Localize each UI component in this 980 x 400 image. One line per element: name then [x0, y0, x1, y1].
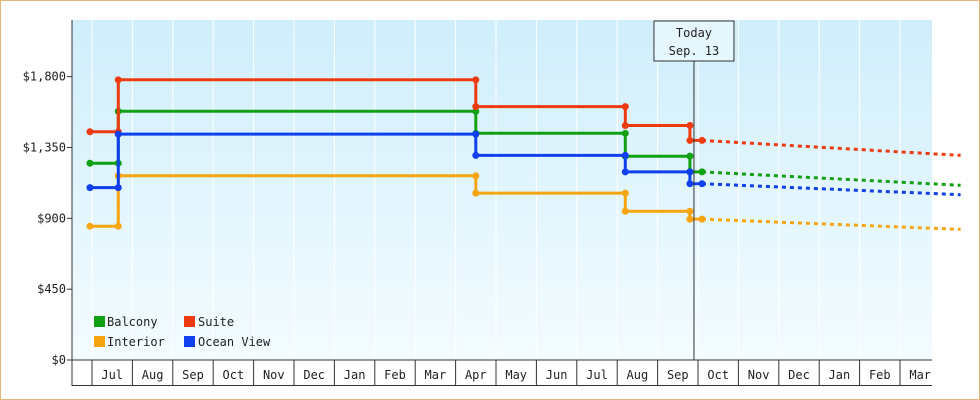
forecast-line: [701, 138, 961, 157]
data-point: [114, 130, 122, 138]
data-point: [621, 168, 629, 176]
data-point: [621, 189, 629, 197]
x-tick-label: Mar: [909, 368, 931, 382]
data-point: [621, 121, 629, 129]
data-point: [86, 128, 94, 136]
series-layer: [86, 76, 961, 231]
today-callout-box: [653, 20, 735, 62]
x-tick-label: Sep: [182, 368, 204, 382]
data-point: [114, 184, 122, 192]
series-interior: [86, 172, 961, 231]
x-tick-label: Jan: [344, 368, 366, 382]
x-tick-label: Jul: [101, 368, 123, 382]
legend-swatch-ocean-view: [184, 336, 195, 347]
data-point: [621, 129, 629, 137]
data-point: [114, 76, 122, 84]
data-point: [472, 103, 480, 111]
data-point: [472, 151, 480, 159]
y-axis-ticks: $0 $450 $900 $1,350 $1,800: [23, 70, 72, 367]
forecast-line: [701, 217, 961, 231]
vertical-gridlines: [91, 20, 901, 360]
x-tick-label: Jun: [546, 368, 568, 382]
x-tick-label: Dec: [788, 368, 810, 382]
forecast-line: [701, 170, 961, 187]
data-point: [472, 76, 480, 84]
data-point: [621, 207, 629, 215]
x-tick-label: Oct: [707, 368, 729, 382]
legend-swatch-balcony: [94, 316, 105, 327]
y-tick-label: $450: [37, 282, 66, 296]
x-tick-label: Jul: [586, 368, 608, 382]
data-point: [472, 130, 480, 138]
x-tick-label: Apr: [465, 368, 487, 382]
x-tick-label: May: [505, 368, 527, 382]
x-tick-label: Feb: [869, 368, 891, 382]
x-tick-label: Jan: [829, 368, 851, 382]
legend-swatch-suite: [184, 316, 195, 327]
x-tick-label: Nov: [263, 368, 285, 382]
data-point: [686, 180, 694, 188]
data-point: [686, 168, 694, 176]
today-callout-date: Sep. 13: [669, 44, 720, 58]
y-tick-label: $0: [52, 353, 66, 367]
legend-label-ocean-view: Ocean View: [198, 335, 271, 349]
y-tick-label: $1,800: [23, 70, 66, 84]
data-point: [686, 215, 694, 223]
y-tick-label: $900: [37, 211, 66, 225]
data-point: [621, 151, 629, 159]
series-suite: [86, 76, 961, 157]
data-point: [686, 152, 694, 160]
x-tick-label: Oct: [223, 368, 245, 382]
x-tick-label: Aug: [627, 368, 649, 382]
data-point: [86, 159, 94, 167]
plot-background: [72, 20, 932, 360]
series-line: [90, 78, 702, 142]
data-point: [86, 222, 94, 230]
data-point: [621, 103, 629, 111]
today-callout-label: Today: [676, 26, 712, 40]
series-line: [90, 132, 702, 190]
x-tick-label: Feb: [384, 368, 406, 382]
series-line: [90, 174, 702, 228]
data-point: [86, 184, 94, 192]
data-point: [686, 121, 694, 129]
x-tick-label: Sep: [667, 368, 689, 382]
data-point: [472, 172, 480, 180]
data-point: [686, 136, 694, 144]
legend-label-interior: Interior: [107, 335, 165, 349]
x-tick-label: Dec: [303, 368, 325, 382]
data-point: [472, 189, 480, 197]
x-tick-label: Nov: [748, 368, 770, 382]
legend: Balcony Suite Interior Ocean View: [94, 315, 271, 349]
x-tick-label: Mar: [425, 368, 447, 382]
data-point: [686, 207, 694, 215]
forecast-line: [701, 182, 961, 197]
y-tick-label: $1,350: [23, 141, 66, 155]
legend-label-suite: Suite: [198, 315, 234, 329]
x-axis-ticks: Jul Aug Sep Oct Nov Dec Jan Feb Mar Apr May Jun Jul A…: [91, 360, 931, 385]
legend-label-balcony: Balcony: [107, 315, 158, 329]
x-tick-label: Aug: [142, 368, 164, 382]
legend-swatch-interior: [94, 336, 105, 347]
series-ocean-view: [86, 130, 961, 197]
data-point: [114, 222, 122, 230]
